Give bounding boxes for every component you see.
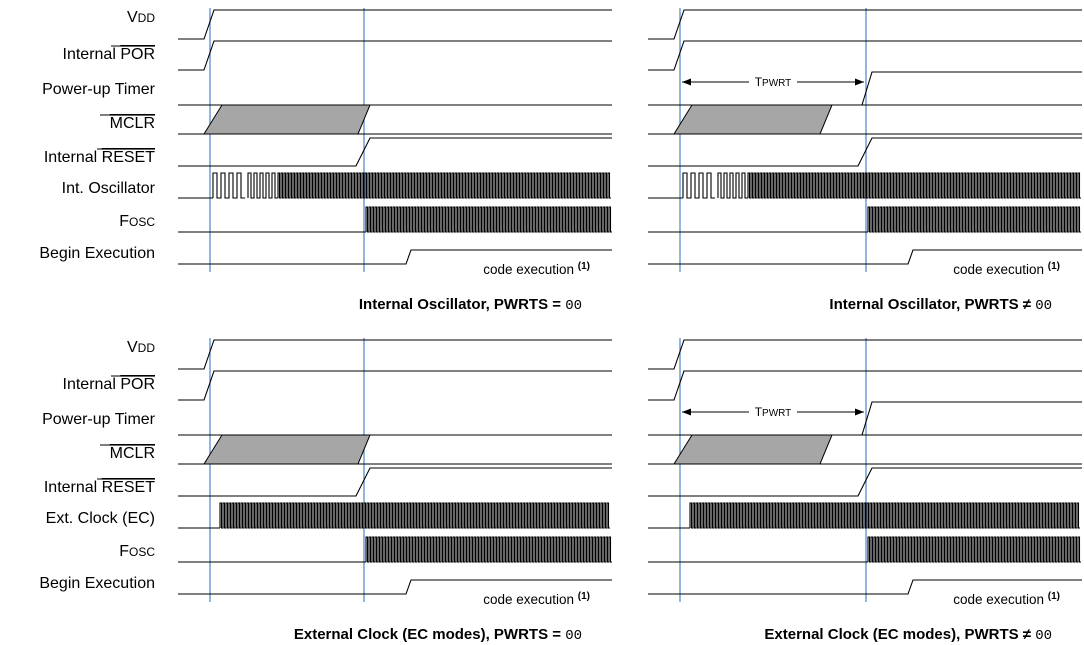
overlined-text: MCLR <box>110 115 155 132</box>
signal-label: Internal POR <box>63 376 155 393</box>
clock-waveform <box>717 172 748 199</box>
begin-execution-waveform <box>648 249 1082 265</box>
overlined-text: RESET <box>102 149 156 166</box>
clock-waveform <box>365 536 612 563</box>
panel-int-osc-pwrts-00: code execution (1) Internal Oscillator, P… <box>178 8 612 314</box>
signal-label: FOSC <box>119 213 155 230</box>
overlined-text: MCLR <box>110 445 155 462</box>
begin-execution-waveform <box>178 249 612 265</box>
mclr-ramp <box>203 104 371 135</box>
signal-label: Int. Oscillator <box>62 180 156 197</box>
vdd-waveform <box>648 9 1082 40</box>
mclr-ramp <box>673 104 833 135</box>
signal-label: Ext. Clock (EC) <box>46 510 155 527</box>
por-waveform <box>178 40 612 71</box>
signal-label: Power-up Timer <box>42 411 156 428</box>
tpwrt-label: TPWRT <box>755 405 792 419</box>
clock-waveform <box>247 172 278 199</box>
code-execution-label: code execution (1) <box>953 591 1060 607</box>
arrow-head-icon <box>682 78 691 86</box>
signal-label: Internal RESET <box>44 479 155 496</box>
signal-label: VDD <box>127 9 155 26</box>
arrow-head-icon <box>682 408 691 416</box>
por-waveform <box>648 40 1082 71</box>
reset-waveform <box>178 137 612 167</box>
por-waveform <box>178 370 612 401</box>
tpwrt-label-bg <box>749 404 797 418</box>
signal-label: MCLR <box>110 115 155 132</box>
signal-label: Begin Execution <box>39 575 155 592</box>
code-execution-label: code execution (1) <box>483 591 590 607</box>
vdd-waveform <box>178 339 612 370</box>
panel-ec-pwrts-00: code execution (1) External Clock (EC mod… <box>178 338 612 644</box>
clock-waveform <box>212 172 245 199</box>
signal-label: Internal RESET <box>44 149 155 166</box>
begin-execution-waveform <box>178 579 612 595</box>
begin-execution-waveform <box>648 579 1082 595</box>
reset-waveform <box>648 467 1082 497</box>
reset-waveform <box>178 467 612 497</box>
panel-caption: Internal Oscillator, PWRTS ≠ 00 <box>829 296 1052 314</box>
tpwrt-label-bg <box>749 74 797 88</box>
code-execution-label: code execution (1) <box>483 261 590 277</box>
clock-waveform <box>747 172 1081 199</box>
overlined-text: POR <box>120 46 155 63</box>
code-execution-label: code execution (1) <box>953 261 1060 277</box>
reset-waveform <box>648 137 1082 167</box>
mclr-ramp <box>203 434 371 465</box>
overlined-text: POR <box>120 376 155 393</box>
signal-label: FOSC <box>119 543 155 560</box>
vdd-waveform <box>648 339 1082 370</box>
panel-int-osc-pwrts-ne-00: TPWRT code execution (1) Internal Oscillat… <box>648 8 1082 314</box>
overlined-text: RESET <box>102 479 156 496</box>
panel-caption: External Clock (EC modes), PWRTS ≠ 00 <box>764 626 1052 644</box>
panel-caption: Internal Oscillator, PWRTS = 00 <box>359 296 582 314</box>
arrow-head-icon <box>855 408 864 416</box>
signal-labels: VDD Internal POR Power-up Timer MCLR Interna… <box>39 9 155 262</box>
signal-label: Internal POR <box>63 46 155 63</box>
clock-waveform <box>689 502 1080 529</box>
clock-waveform <box>682 172 715 199</box>
clock-waveform <box>365 206 612 233</box>
signal-label: VDD <box>127 339 155 356</box>
clock-waveform <box>867 206 1081 233</box>
signal-label: Power-up Timer <box>42 81 156 98</box>
power-up-timer-waveform <box>648 71 1082 106</box>
clock-waveform <box>867 536 1081 563</box>
vdd-waveform <box>178 9 612 40</box>
arrow-head-icon <box>855 78 864 86</box>
power-up-timer-waveform <box>648 401 1082 436</box>
por-waveform <box>648 370 1082 401</box>
panel-ec-pwrts-ne-00: TPWRT code execution (1) External Clock (E… <box>648 338 1082 644</box>
clock-waveform <box>219 502 610 529</box>
signal-labels: VDD Internal POR Power-up Timer MCLR Interna… <box>39 339 155 592</box>
signal-label: MCLR <box>110 445 155 462</box>
panel-caption: External Clock (EC modes), PWRTS = 00 <box>294 626 582 644</box>
mclr-ramp <box>673 434 833 465</box>
clock-waveform <box>277 172 611 199</box>
signal-label: Begin Execution <box>39 245 155 262</box>
tpwrt-label: TPWRT <box>755 75 792 89</box>
